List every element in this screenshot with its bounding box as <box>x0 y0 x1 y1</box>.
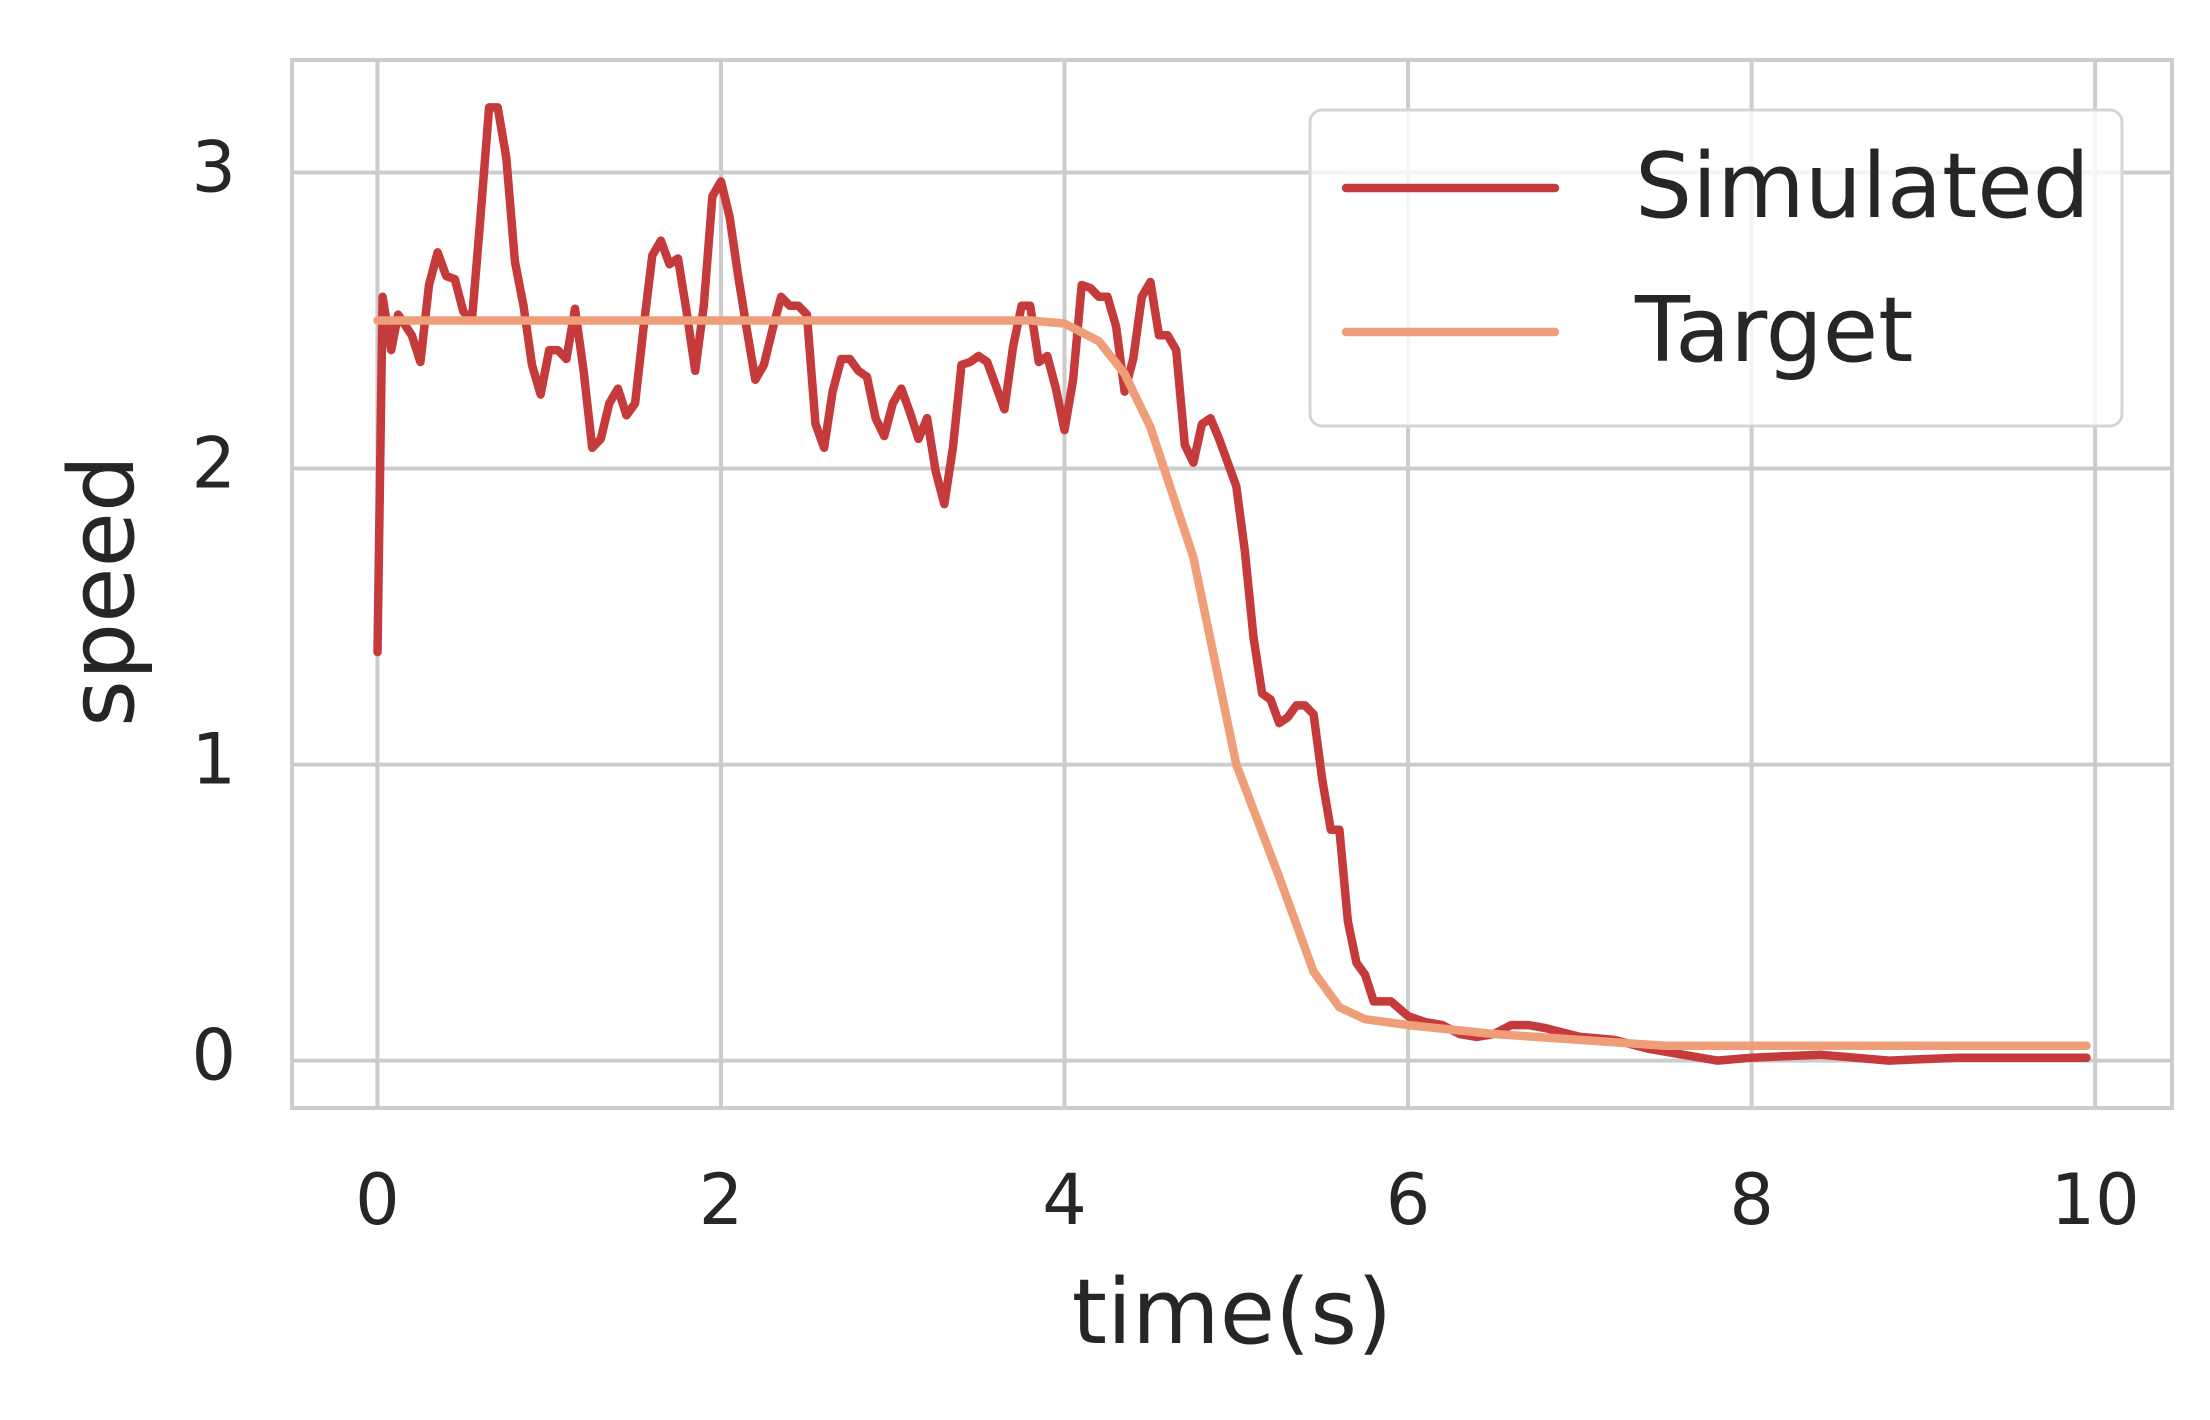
x-axis-label: time(s) <box>1072 1260 1392 1365</box>
x-tick-label: 2 <box>699 1159 744 1241</box>
legend-label: Simulated <box>1635 134 2090 239</box>
series-line <box>373 103 2091 1065</box>
y-tick-label: 2 <box>191 423 236 505</box>
x-tick-label: 0 <box>355 1159 400 1241</box>
x-tick-label: 8 <box>1729 1159 1774 1241</box>
legend-label: Target <box>1634 278 1913 383</box>
y-tick-label: 3 <box>191 127 236 209</box>
series-line <box>373 316 2091 1051</box>
x-tick-label: 10 <box>2051 1159 2140 1241</box>
x-tick-label: 4 <box>1042 1159 1087 1241</box>
y-tick-label: 1 <box>191 719 236 801</box>
y-tick-label: 0 <box>191 1015 236 1097</box>
y-axis-label: speed <box>50 455 155 727</box>
x-tick-label: 6 <box>1386 1159 1431 1241</box>
plot-frame <box>290 58 2174 1110</box>
